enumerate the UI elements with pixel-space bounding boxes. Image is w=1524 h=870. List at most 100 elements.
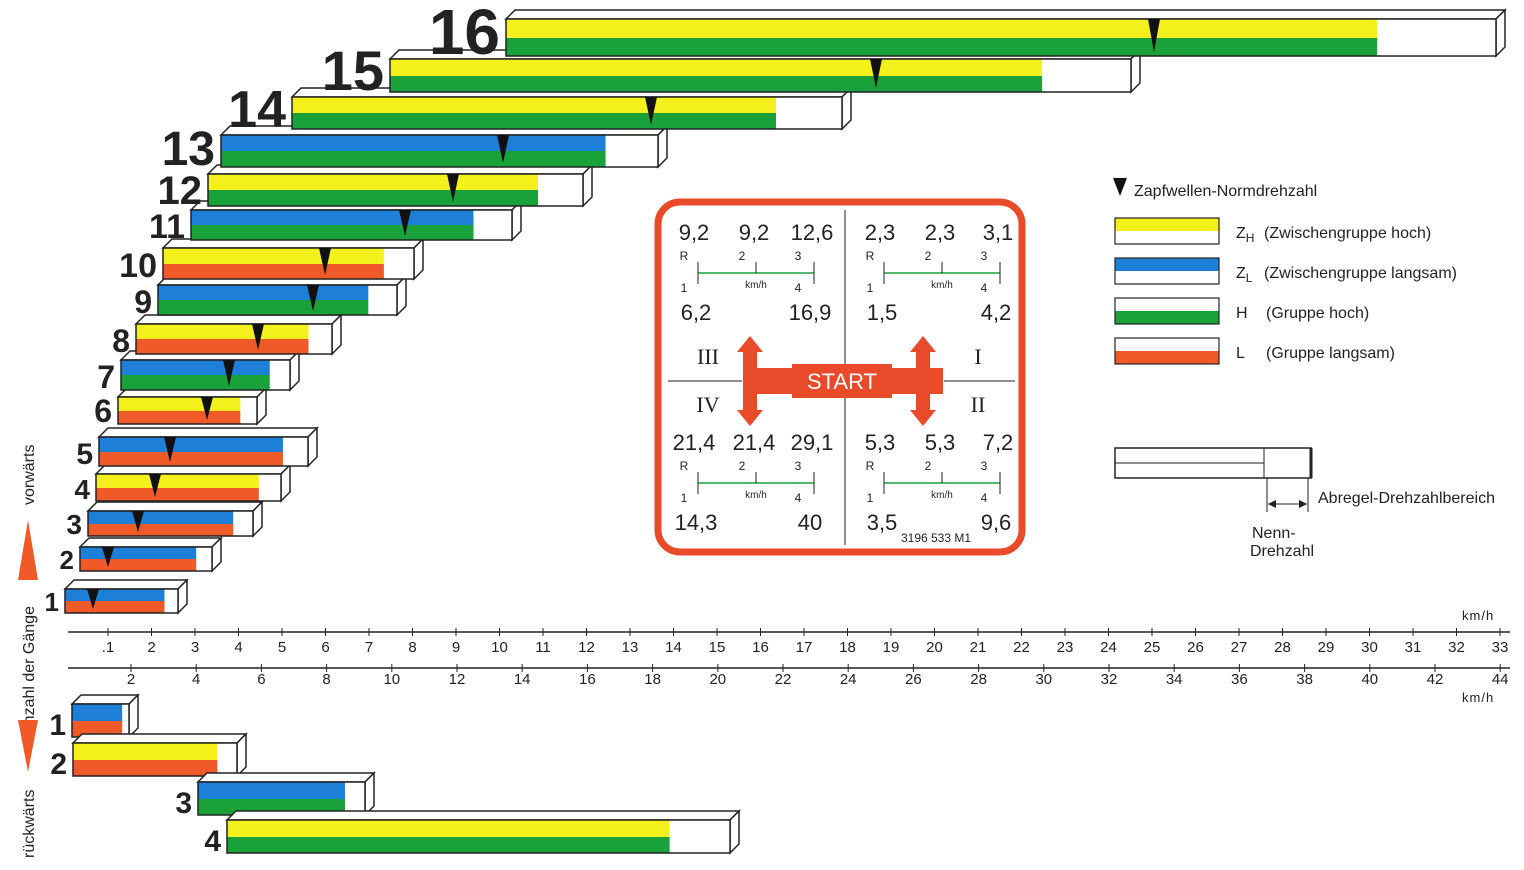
shift-position: R xyxy=(680,459,689,473)
panel-speed-value: 9,2 xyxy=(739,220,770,245)
gear-label: 3 xyxy=(175,787,192,820)
top-scale-tick: .1 xyxy=(102,639,115,656)
reverse-label: rückwärts xyxy=(21,790,38,858)
bottom-scale-tick: 42 xyxy=(1427,671,1444,688)
pto-marker-icon xyxy=(149,474,161,497)
bottom-scale-tick: 26 xyxy=(905,671,922,688)
rated-speed-label-2: Drehzahl xyxy=(1250,543,1314,560)
legend-code: H xyxy=(1236,305,1248,322)
legend: Zapfwellen-Normdrehzahl ZH (Zwischengrupp… xyxy=(1113,178,1495,560)
side-labels: Anzahl der Gänge vorwärts rückwärts xyxy=(18,445,38,858)
governor-range-label: Abregel-Drehzahlbereich xyxy=(1318,490,1495,507)
shift-position: 1 xyxy=(681,491,688,505)
panel-speed-value: 29,1 xyxy=(791,430,834,455)
start-label: START xyxy=(807,369,877,394)
panel-speed-value: 2,3 xyxy=(865,220,896,245)
top-scale-tick: 6 xyxy=(321,639,329,656)
panel-speed-value: 12,6 xyxy=(791,220,834,245)
shift-position: R xyxy=(866,459,875,473)
bottom-scale-tick: 40 xyxy=(1361,671,1378,688)
gear-label: 1 xyxy=(49,709,66,742)
top-scale-tick: 32 xyxy=(1448,639,1465,656)
top-scale-tick: 28 xyxy=(1274,639,1291,656)
legend-code: ZH xyxy=(1236,225,1254,245)
top-scale-tick: 4 xyxy=(234,639,242,656)
forward-gear-bar: 5 xyxy=(76,426,319,471)
top-scale-tick: 18 xyxy=(839,639,856,656)
bottom-scale-tick: 36 xyxy=(1231,671,1248,688)
pto-marker-icon xyxy=(223,360,235,386)
bottom-scale-tick: 22 xyxy=(775,671,792,688)
legend-label: (Zwischengruppe hoch) xyxy=(1264,225,1431,242)
forward-gear-bar: 9 xyxy=(134,274,408,320)
shift-position: 1 xyxy=(867,491,874,505)
quadrant-numeral: II xyxy=(971,392,986,417)
legend-label: (Zwischengruppe langsam) xyxy=(1264,265,1457,282)
panel-speed-value: 21,4 xyxy=(733,430,776,455)
bottom-scale-tick: 18 xyxy=(644,671,661,688)
top-scale-tick: 20 xyxy=(926,639,943,656)
pto-marker-icon xyxy=(319,248,331,275)
pto-marker-icon xyxy=(645,97,657,125)
top-scale-tick: 7 xyxy=(365,639,373,656)
gear-count-label: Anzahl der Gänge xyxy=(21,606,38,735)
panel-speed-value: 14,3 xyxy=(675,510,718,535)
bottom-scale-tick: 12 xyxy=(449,671,466,688)
panel-speed-value: 3,1 xyxy=(983,220,1014,245)
legend-pto-label: Zapfwellen-Normdrehzahl xyxy=(1134,183,1317,200)
top-scale-tick: 11 xyxy=(535,639,551,656)
top-scale-tick: 30 xyxy=(1361,639,1378,656)
top-scale-tick: 22 xyxy=(1013,639,1030,656)
shift-position: 1 xyxy=(681,281,688,295)
top-scale-tick: 8 xyxy=(408,639,416,656)
quadrant-numeral: III xyxy=(697,344,719,369)
bottom-scale-unit: km/h xyxy=(1462,690,1494,705)
panel-speed-value: 6,2 xyxy=(681,300,712,325)
forward-gear-bar: 16 xyxy=(429,0,1507,68)
pto-marker-icon xyxy=(201,397,213,420)
gear-label: 9 xyxy=(134,284,152,320)
shift-position: R xyxy=(680,249,689,263)
top-scale-tick: 13 xyxy=(622,639,639,656)
forward-gear-bar: 13 xyxy=(162,123,669,176)
top-scale-tick: 2 xyxy=(147,639,155,656)
panel-speed-value: 7,2 xyxy=(983,430,1014,455)
gear-label: 7 xyxy=(97,359,115,395)
reverse-arrow-icon xyxy=(18,720,38,772)
shift-position: 2 xyxy=(739,459,746,473)
reverse-gear-bar: 2 xyxy=(50,732,248,781)
top-scale-tick: 25 xyxy=(1144,639,1161,656)
gear-label: 10 xyxy=(119,247,157,285)
gear-label: 14 xyxy=(228,81,286,139)
shift-position: 1 xyxy=(867,281,874,295)
shift-position: 3 xyxy=(795,249,802,263)
reverse-gear-bar: 4 xyxy=(204,809,741,858)
shift-position: 2 xyxy=(739,249,746,263)
forward-gear-bar: 8 xyxy=(112,313,343,359)
gear-label: 1 xyxy=(45,587,59,617)
top-scale-tick: 19 xyxy=(883,639,900,656)
legend-code: ZL xyxy=(1236,265,1253,285)
gear-label: 4 xyxy=(204,825,221,858)
pto-marker-icon xyxy=(1113,178,1127,196)
panel-speed-value: 21,4 xyxy=(673,430,716,455)
bottom-scale-tick: 30 xyxy=(1035,671,1052,688)
gear-label: 2 xyxy=(60,545,74,575)
rated-speed-label-1: Nenn- xyxy=(1252,525,1296,542)
top-scale-tick: 10 xyxy=(491,639,508,656)
pto-marker-icon xyxy=(164,437,176,462)
bottom-scale-tick: 28 xyxy=(970,671,987,688)
shift-quadrant: 9,2 9,2 12,6 R 2 3 km/h 1 4 6,2 16,9 III xyxy=(679,220,834,369)
panel-speed-value: 9,6 xyxy=(981,510,1012,535)
panel-speed-value: 9,2 xyxy=(679,220,710,245)
shift-position: 4 xyxy=(981,491,988,505)
reverse-gear-bar: 3 xyxy=(175,771,376,820)
pto-marker-icon xyxy=(497,135,509,163)
gear-label: 3 xyxy=(66,509,82,540)
bottom-scale-tick: 34 xyxy=(1166,671,1183,688)
shift-position: 3 xyxy=(981,249,988,263)
panel-unit: km/h xyxy=(931,280,953,291)
gear-label: 5 xyxy=(76,438,93,471)
gear-label: 4 xyxy=(74,474,90,505)
